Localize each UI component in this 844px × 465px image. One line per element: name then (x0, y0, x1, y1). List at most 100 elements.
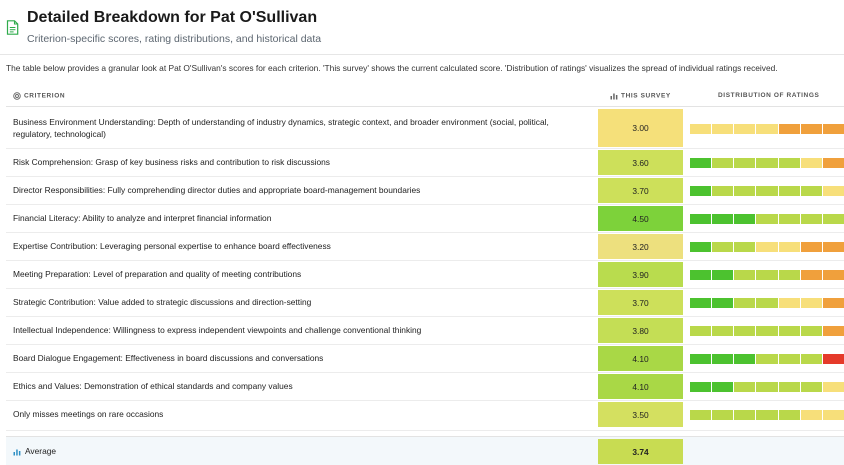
column-this-survey: This Survey (610, 92, 671, 100)
score-cell: 3.20 (598, 234, 683, 259)
criterion-text: Financial Literacy: Ability to analyze a… (13, 213, 272, 223)
rating-segment (800, 158, 822, 168)
column-distribution: Distribution of Ratings (718, 92, 819, 99)
criterion-text: Meeting Preparation: Level of preparatio… (13, 269, 302, 279)
rating-segment (822, 270, 844, 280)
rating-segment (712, 242, 734, 252)
target-icon (13, 92, 21, 100)
rating-segment (734, 354, 756, 364)
score-cell: 3.80 (598, 318, 683, 343)
rating-segment (822, 410, 844, 420)
table-row: Ethics and Values: Demonstration of ethi… (6, 373, 844, 401)
criterion-text: Risk Comprehension: Grasp of key busines… (13, 157, 330, 167)
table-row: Financial Literacy: Ability to analyze a… (6, 205, 844, 233)
table-row: Strategic Contribution: Value added to s… (6, 289, 844, 317)
rating-segment (712, 186, 734, 196)
document-icon (6, 20, 19, 35)
criterion-text: Expertise Contribution: Leveraging perso… (13, 241, 331, 251)
bar-chart-icon (610, 93, 618, 100)
rating-segment (822, 382, 844, 392)
table-row: Business Environment Understanding: Dept… (6, 108, 844, 149)
rating-segment (712, 326, 734, 336)
rating-distribution (690, 186, 844, 196)
rating-segment (800, 124, 822, 134)
rating-segment (734, 214, 756, 224)
rating-segment (734, 242, 756, 252)
average-row: Average 3.74 (6, 436, 844, 465)
rating-segment (756, 270, 778, 280)
rating-segment (712, 270, 734, 280)
table-row: Intellectual Independence: Willingness t… (6, 317, 844, 345)
rating-segment (778, 124, 800, 134)
criterion-text: Intellectual Independence: Willingness t… (13, 325, 422, 335)
rating-segment (778, 186, 800, 196)
rating-segment (756, 186, 778, 196)
rating-segment (734, 410, 756, 420)
table-header: Criterion This Survey Distribution of Ra… (6, 86, 844, 107)
rating-segment (690, 158, 712, 168)
rating-distribution (690, 326, 844, 336)
score-cell: 3.70 (598, 178, 683, 203)
rating-distribution (690, 214, 844, 224)
rating-segment (734, 298, 756, 308)
rating-segment (800, 214, 822, 224)
rating-segment (712, 214, 734, 224)
rating-segment (712, 298, 734, 308)
score-cell: 3.00 (598, 109, 683, 147)
rating-segment (822, 186, 844, 196)
rating-segment (690, 270, 712, 280)
table-row: Board Dialogue Engagement: Effectiveness… (6, 345, 844, 373)
rating-segment (822, 298, 844, 308)
rating-segment (800, 382, 822, 392)
rating-segment (712, 382, 734, 392)
rating-segment (822, 124, 844, 134)
rating-segment (756, 354, 778, 364)
rating-segment (712, 158, 734, 168)
rating-segment (778, 326, 800, 336)
rating-segment (800, 186, 822, 196)
bar-chart-icon (13, 449, 21, 456)
criterion-text: Only misses meetings on rare occasions (13, 409, 164, 419)
rating-segment (800, 410, 822, 420)
rating-segment (778, 354, 800, 364)
rating-segment (690, 186, 712, 196)
rating-segment (778, 214, 800, 224)
score-cell: 4.50 (598, 206, 683, 231)
column-distribution-label: Distribution of Ratings (718, 92, 820, 99)
rating-segment (756, 382, 778, 392)
rating-segment (778, 382, 800, 392)
rating-segment (822, 214, 844, 224)
rating-segment (734, 186, 756, 196)
table-row: Meeting Preparation: Level of preparatio… (6, 261, 844, 289)
criterion-text: Strategic Contribution: Value added to s… (13, 297, 312, 307)
rating-segment (756, 124, 778, 134)
rating-distribution (690, 354, 844, 364)
rating-segment (778, 298, 800, 308)
rating-segment (690, 242, 712, 252)
rating-segment (800, 242, 822, 252)
rating-segment (734, 270, 756, 280)
rating-segment (690, 354, 712, 364)
criterion-text: Director Responsibilities: Fully compreh… (13, 185, 421, 195)
score-cell: 3.70 (598, 290, 683, 315)
criterion-text: Board Dialogue Engagement: Effectiveness… (13, 353, 324, 363)
table-row: Expertise Contribution: Leveraging perso… (6, 233, 844, 261)
table-description: The table below provides a granular look… (6, 63, 778, 73)
rating-distribution (690, 382, 844, 392)
table-row: Risk Comprehension: Grasp of key busines… (6, 149, 844, 177)
rating-segment (712, 410, 734, 420)
column-this-survey-label: This Survey (621, 92, 671, 100)
rating-segment (778, 242, 800, 252)
rating-segment (690, 326, 712, 336)
rating-distribution (690, 410, 844, 420)
rating-segment (756, 298, 778, 308)
rating-segment (690, 382, 712, 392)
rating-segment (756, 158, 778, 168)
page-header: Detailed Breakdown for Pat O'Sullivan Cr… (0, 0, 844, 55)
score-cell: 3.90 (598, 262, 683, 287)
rating-distribution (690, 242, 844, 252)
average-score: 3.74 (598, 439, 683, 464)
rating-segment (756, 242, 778, 252)
rating-segment (822, 354, 844, 364)
criterion-text: Ethics and Values: Demonstration of ethi… (13, 381, 293, 391)
